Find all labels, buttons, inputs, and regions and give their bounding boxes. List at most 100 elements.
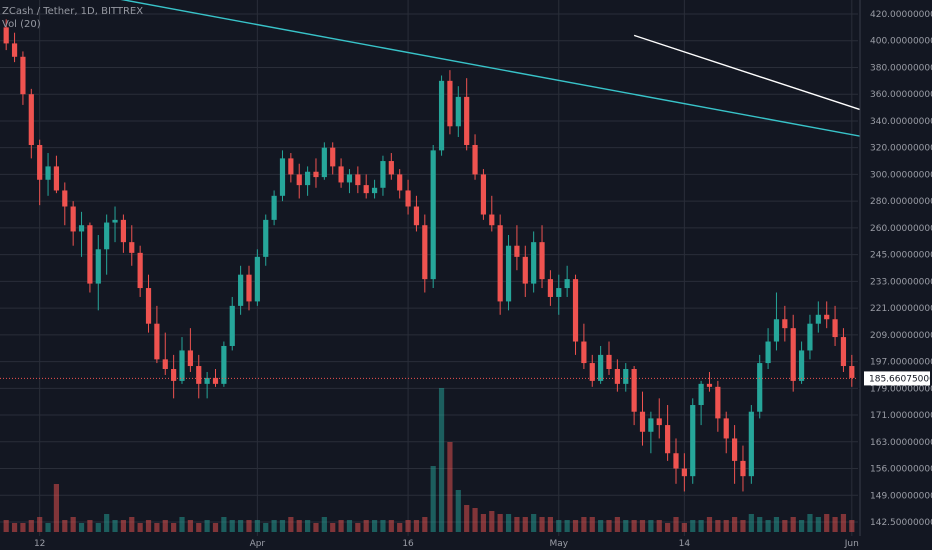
volume-bar <box>564 520 570 532</box>
price-tick-label: 420.00000000 <box>870 10 932 20</box>
candle-body <box>589 363 595 381</box>
candle-body <box>187 350 193 367</box>
candle-body <box>70 206 76 232</box>
candle-body <box>572 279 579 342</box>
volume-bar <box>120 520 126 532</box>
price-tick-label: 360.00000000 <box>870 90 932 100</box>
volume-bar <box>62 520 68 532</box>
price-tick-label: 156.00000000 <box>870 465 932 475</box>
candle-body <box>748 411 754 477</box>
volume-bar <box>665 523 671 532</box>
candle-body <box>547 279 553 297</box>
volume-bar <box>798 520 805 532</box>
volume-bar <box>455 490 461 532</box>
candle-body <box>45 166 51 180</box>
candle-body <box>145 288 152 324</box>
volume-bar <box>556 520 562 532</box>
price-tick-label: 149.00000000 <box>870 491 932 501</box>
volume-bar <box>539 517 545 532</box>
candle-body <box>606 354 612 370</box>
candle-body <box>37 145 43 180</box>
candle-body <box>732 438 738 461</box>
volume-bar <box>221 517 227 532</box>
volume-bar <box>305 520 311 532</box>
candle-body <box>413 206 420 226</box>
candle-body <box>740 460 746 477</box>
volume-bar <box>673 517 679 532</box>
volume-bar <box>179 517 185 532</box>
price-axis-labels[interactable]: 420.00000000 400.00000000 380.00000000 360.… <box>870 10 932 528</box>
volume-bar <box>849 520 855 532</box>
candle-body <box>581 341 587 364</box>
volume-bar <box>380 520 386 532</box>
volume-bar <box>363 520 369 532</box>
candle-body <box>681 468 687 477</box>
volume-bar <box>254 520 260 532</box>
cyan-trend-line[interactable] <box>0 0 932 249</box>
volume-bar <box>765 520 771 532</box>
candle-body <box>279 158 286 196</box>
candle-body <box>673 453 679 469</box>
candle-body <box>765 341 771 364</box>
price-tick-label: 380.00000000 <box>870 63 932 73</box>
volume-bar <box>313 523 319 532</box>
candle-body <box>263 219 269 257</box>
volume-bar <box>489 511 495 532</box>
volume-bar <box>145 520 152 532</box>
price-tick-label: 260.00000000 <box>870 224 932 234</box>
volume-bar <box>137 523 143 532</box>
trend-lines[interactable] <box>0 0 932 310</box>
candle-body <box>204 377 210 384</box>
candle-body <box>271 195 277 220</box>
candle-body <box>53 166 60 191</box>
candle-body <box>171 369 177 381</box>
volume-bar <box>740 520 746 532</box>
volume-bar <box>698 520 704 532</box>
candle-body <box>246 274 252 302</box>
volume-bar <box>497 514 503 532</box>
candle-body <box>154 323 160 360</box>
price-tick-label: 171.00000000 <box>870 411 932 421</box>
time-axis-labels[interactable]: 12Apr16May14Jun18Jul16Aug <box>34 539 932 549</box>
candle-body <box>338 166 344 183</box>
volume-bar <box>480 514 487 532</box>
candle-body <box>296 174 302 186</box>
volume-bar <box>355 523 361 532</box>
price-tick-label: 209.00000000 <box>870 331 932 341</box>
candle-body <box>464 96 470 146</box>
candle-body <box>556 288 562 297</box>
candle-body <box>564 279 570 289</box>
volume-bar <box>279 520 286 532</box>
time-tick-label: 16 <box>402 539 414 549</box>
candle-body <box>447 80 453 127</box>
volume-bar <box>631 520 637 532</box>
volume-bar <box>70 517 76 532</box>
volume-bar <box>229 520 235 532</box>
white-trend-line[interactable] <box>633 34 932 310</box>
candle-body <box>648 418 654 432</box>
volume-bar <box>824 514 830 532</box>
volume-bar <box>413 520 420 532</box>
volume-bar <box>371 520 378 532</box>
volume-bar <box>388 520 394 532</box>
candle-body <box>665 425 671 454</box>
volume-bar <box>782 520 788 532</box>
volume-bar <box>87 520 93 532</box>
candle-body <box>28 94 34 146</box>
price-tick-label: 233.00000000 <box>870 277 932 287</box>
candle-body <box>639 411 646 432</box>
volume-bar <box>204 520 210 532</box>
candle-body <box>196 366 202 384</box>
candle-body <box>355 174 361 186</box>
candle-body <box>20 56 26 95</box>
volume-bar <box>623 520 629 532</box>
volume-bar <box>773 517 780 532</box>
volume-bar <box>187 520 193 532</box>
volume-bar <box>572 520 579 532</box>
candle-body <box>706 383 713 387</box>
candle-body <box>313 171 319 178</box>
candle-body <box>363 185 369 194</box>
volume-bar <box>162 520 168 532</box>
candle-body <box>598 354 604 381</box>
